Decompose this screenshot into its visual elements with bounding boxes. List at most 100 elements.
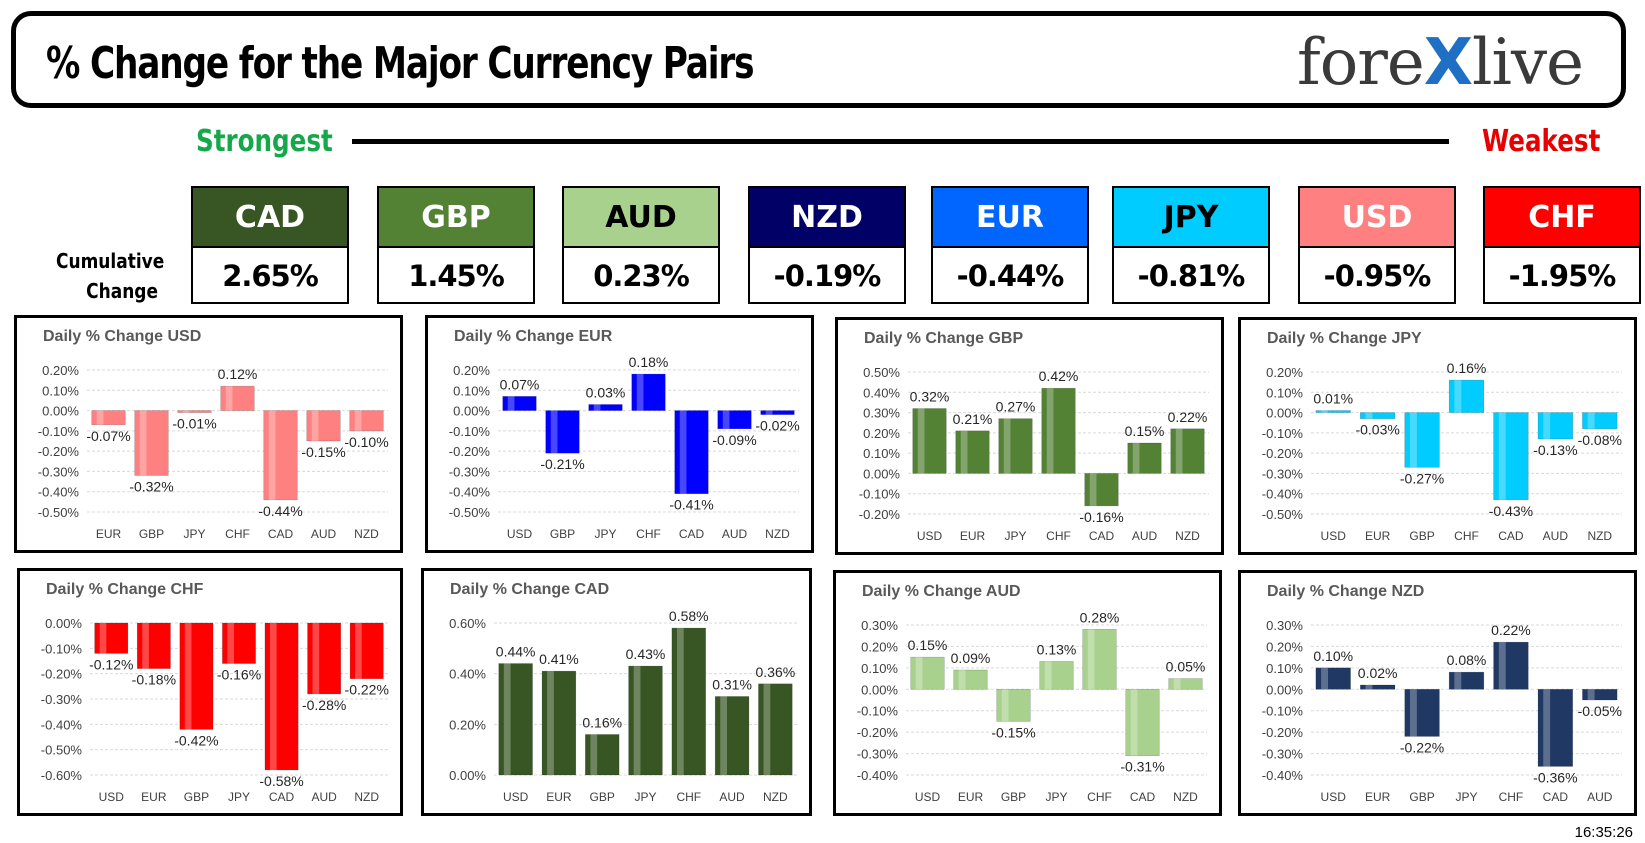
data-label: -0.15% [991,724,1035,740]
timestamp: 16:35:26 [1574,824,1633,841]
x-tick-label: GBP [1001,790,1026,804]
x-tick-label: JPY [1004,529,1026,543]
cumulative-change-value: 2.65% [222,259,319,293]
chart-panel-eur: Daily % Change EUR 0.20% 0.10% 0.00% -0.10% -… [425,315,814,553]
y-tick-label: 0.10% [42,383,79,398]
cumulative-change-value: -0.19% [773,259,882,293]
currency-box-eur: EUR -0.44% [931,186,1089,304]
data-label: -0.32% [129,478,173,494]
bar-highlight [593,404,601,411]
bar-cad [1537,688,1573,767]
bar-highlight [590,734,598,775]
chart-title: Daily % Change AUD [862,583,1021,600]
bar-highlight [1543,412,1551,439]
x-tick-label: JPY [1455,790,1477,804]
x-tick-label: CAD [269,790,295,804]
data-label: 0.08% [1447,652,1487,668]
bar-chf [1041,387,1076,474]
y-tick-label: -0.30% [449,464,491,479]
y-tick-label: -0.40% [857,768,899,783]
data-label: 0.12% [218,366,258,382]
bar-highlight [958,670,966,690]
x-tick-label: AUD [1587,790,1613,804]
x-tick-label: AUD [722,527,748,541]
x-tick-label: CAD [1089,529,1115,543]
bar-nzd [760,410,795,415]
bar-gbp [1404,688,1440,737]
x-tick-label: USD [1321,529,1347,543]
x-tick-label: NZD [765,527,790,541]
bar-eur [136,622,171,669]
x-tick-label: USD [915,790,941,804]
data-label: 0.31% [712,676,752,692]
y-tick-label: 0.10% [863,446,900,461]
y-tick-label: -0.30% [857,747,899,762]
y-tick-label: 0.00% [1266,406,1303,421]
bar-chf [631,373,666,411]
currency-name: EUR [933,188,1087,248]
data-label: 0.09% [951,650,991,666]
chart-panel-usd: Daily % Change USD 0.20% 0.10% 0.00% -0.10% -… [14,315,403,553]
bar-highlight [1321,410,1329,413]
x-tick-label: CHF [676,790,701,804]
x-tick-label: AUD [311,527,337,541]
y-tick-label: 0.60% [449,616,486,631]
data-label: 0.18% [629,354,669,370]
y-tick-label: -0.40% [38,485,80,500]
bar-highlight [184,623,192,730]
bar-chart: 0.60% 0.40% 0.20% 0.00% 0.44% USD 0.41% EUR 0.16… [449,608,797,804]
data-label: 0.03% [586,384,626,400]
currency-name: AUD [564,188,718,248]
x-tick-label: CAD [1543,790,1569,804]
currency-box-nzd: NZD -0.19% [748,186,906,304]
cumulative-change-value: -0.95% [1323,259,1432,293]
bar-chf [1448,379,1485,413]
data-label: -0.22% [345,682,389,698]
x-tick-label: GBP [590,790,615,804]
y-tick-label: -0.40% [1262,487,1304,502]
x-tick-label: AUD [311,790,337,804]
bar-cad [1084,473,1119,507]
data-label: 0.02% [1358,665,1398,681]
bar-cad [264,622,299,771]
y-tick-label: -0.40% [449,485,491,500]
x-tick-label: NZD [1587,529,1612,543]
y-tick-label: -0.30% [1262,747,1304,762]
bar-highlight [720,696,728,775]
y-tick-label: -0.30% [38,464,80,479]
y-tick-label: 0.00% [42,404,79,419]
y-tick-label: -0.10% [859,487,901,502]
bar-usd [498,663,533,776]
x-tick-label: CHF [1499,790,1524,804]
data-label: 0.01% [1313,391,1353,407]
data-label: 0.36% [756,664,796,680]
data-label: -0.28% [302,697,346,713]
bar-highlight [1046,388,1054,474]
bar-eur [541,670,577,776]
chart-panel-aud: Daily % Change AUD 0.30% 0.20% 0.10% 0.00% -0… [833,570,1222,816]
data-label: -0.12% [89,656,133,672]
cumulative-change-value: -0.81% [1137,259,1246,293]
weakest-label: Weakest [1482,124,1601,159]
bar-highlight [765,410,773,415]
data-label: 0.32% [910,389,950,405]
y-tick-label: -0.20% [859,507,901,522]
bar-usd [910,656,945,690]
data-label: -0.03% [1355,422,1399,438]
x-tick-label: GBP [1409,790,1434,804]
bar-highlight [1173,678,1181,690]
y-tick-label: 0.00% [453,404,490,419]
x-tick-label: CAD [1130,790,1156,804]
data-label: 0.22% [1491,622,1531,638]
y-tick-label: 0.30% [863,406,900,421]
y-tick-label: -0.50% [38,505,80,520]
y-tick-label: -0.60% [41,768,83,783]
y-tick-label: -0.20% [857,725,899,740]
x-tick-label: USD [917,529,943,543]
bar-highlight [1132,443,1140,474]
x-tick-label: CHF [636,527,661,541]
bar-cad [263,410,298,501]
bar-jpy [998,418,1033,474]
data-label: 0.27% [996,399,1036,415]
x-tick-label: GBP [550,527,575,541]
